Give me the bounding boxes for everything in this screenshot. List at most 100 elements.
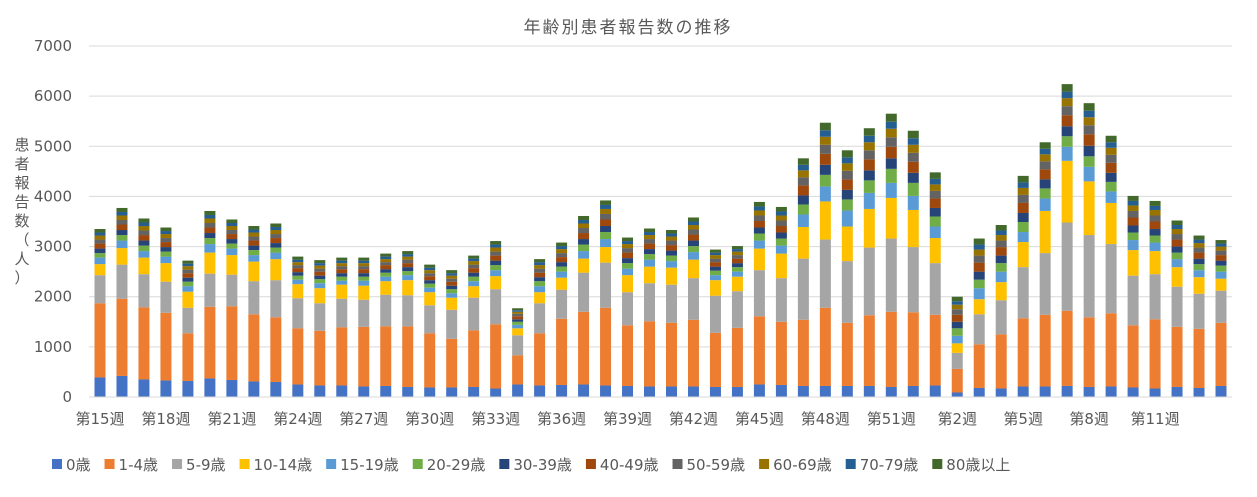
bar-segment (138, 235, 150, 241)
bar-stack (138, 218, 150, 397)
bar-segment (1083, 117, 1095, 126)
bar-segment (1215, 255, 1227, 261)
bar-segment (94, 264, 106, 276)
bar-segment (995, 230, 1007, 236)
bar-segment (270, 381, 282, 397)
bar-stack (1193, 235, 1205, 397)
x-tick-label: 第18週 (141, 410, 190, 428)
bar-segment (578, 258, 590, 273)
bar-segment (1061, 126, 1073, 137)
bar-segment (446, 285, 458, 290)
bar-segment (841, 150, 853, 158)
bar-segment (1127, 275, 1139, 326)
bar-stack (666, 230, 677, 397)
bar-segment (687, 246, 699, 253)
bar-segment (907, 209, 919, 248)
bar-segment (446, 281, 458, 286)
legend-item: 30-39歳 (499, 456, 572, 474)
bar-segment (512, 316, 524, 320)
x-tick-label: 第36週 (537, 410, 586, 428)
bar-stack (819, 122, 831, 397)
bar-segment (1017, 386, 1029, 397)
bar-segment (863, 208, 875, 248)
bar-segment (182, 333, 194, 381)
bar-segment (490, 324, 502, 389)
bar-segment (1083, 145, 1095, 157)
legend-label: 10-14歳 (254, 456, 313, 474)
bar-stack (753, 201, 765, 397)
bar-segment (775, 321, 787, 385)
bar-stack (1171, 220, 1183, 397)
bar-segment (644, 266, 655, 284)
bar-segment (358, 269, 370, 274)
bar-stack (995, 225, 1007, 397)
bar-segment (204, 223, 216, 228)
bar-segment (292, 272, 304, 276)
bar-segment (468, 386, 480, 397)
bar-segment (204, 238, 216, 245)
bar-segment (1083, 125, 1095, 135)
bar-segment (468, 261, 480, 265)
bar-segment (731, 258, 743, 264)
bar-segment (578, 311, 590, 385)
bar-segment (314, 263, 326, 266)
bar-segment (709, 255, 721, 259)
legend-item: 15-19歳 (326, 456, 399, 474)
bar-segment (424, 264, 436, 268)
bar-segment (248, 226, 260, 230)
bars (94, 84, 1227, 397)
bar-segment (490, 388, 502, 397)
bar-segment (402, 275, 414, 281)
bar-segment (797, 214, 809, 228)
bar-segment (314, 385, 326, 397)
chart-title: 年齢別患者報告数の推移 (524, 18, 733, 38)
bar-segment (666, 261, 677, 268)
bar-segment (1215, 243, 1227, 247)
legend-swatch (239, 459, 250, 469)
bar-segment (94, 248, 106, 254)
bar-segment (1017, 202, 1029, 213)
bar-segment (1171, 229, 1183, 235)
bar-segment (94, 257, 106, 265)
x-axis-ticks: 第15週 第18週 第21週 第24週 第27週 第30週 第33週 第36週 第39週 第42週… (75, 410, 1179, 428)
bar-segment (138, 251, 150, 258)
x-tick-label: 第5週 (1003, 410, 1043, 428)
bar-stack (1017, 175, 1029, 397)
bar-segment (1127, 250, 1139, 276)
bar-segment (687, 252, 699, 260)
bar-segment (973, 249, 985, 256)
bar-segment (907, 385, 919, 397)
bar-segment (644, 254, 655, 260)
bar-segment (182, 269, 194, 274)
bar-segment (204, 273, 216, 307)
bar-segment (534, 262, 546, 266)
bar-segment (336, 298, 348, 328)
bar-stack (731, 246, 743, 397)
bar-segment (995, 263, 1007, 272)
bar-segment (204, 210, 216, 215)
legend-label: 5-9歳 (186, 456, 226, 474)
bar-segment (336, 385, 348, 397)
bar-segment (1083, 181, 1095, 236)
bar-segment (1039, 148, 1051, 155)
bar-segment (1083, 317, 1095, 387)
bar-segment (204, 244, 216, 253)
bar-stack (468, 255, 480, 397)
bar-segment (731, 263, 743, 268)
bar-segment (951, 296, 963, 302)
bar-segment (336, 263, 348, 267)
bar-segment (709, 332, 721, 387)
bar-segment (819, 130, 831, 137)
bar-segment (1149, 209, 1161, 216)
bar-segment (1017, 194, 1029, 203)
bar-segment (292, 256, 304, 260)
bar-segment (797, 158, 809, 165)
bar-segment (160, 281, 172, 313)
bar-segment (1105, 313, 1117, 387)
bar-segment (358, 326, 370, 387)
bar-segment (1061, 385, 1073, 397)
bar-segment (402, 267, 414, 272)
bar-segment (248, 261, 260, 282)
bar-segment (424, 267, 436, 271)
bar-segment (1193, 247, 1205, 253)
